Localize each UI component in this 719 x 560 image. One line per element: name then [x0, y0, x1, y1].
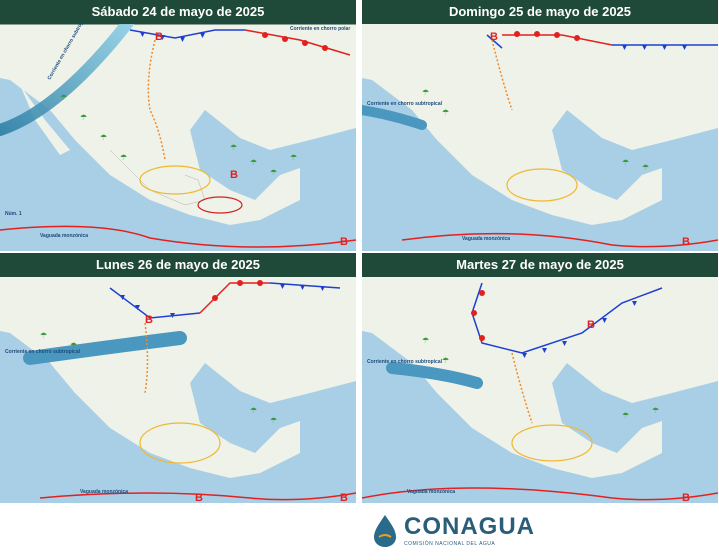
- panel-title: Domingo 25 de mayo de 2025: [362, 0, 718, 24]
- footer: [0, 503, 719, 560]
- svg-text:☂: ☂: [422, 336, 429, 345]
- conagua-drop-logo: [374, 515, 396, 547]
- svg-text:☂: ☂: [100, 133, 107, 142]
- svg-text:☂: ☂: [230, 143, 237, 152]
- map-panel-saturday: ☂ ☂ ☂ ☂ ☂ ☂ ☂ ☂ B B B Vaguada monzónica Núm. 1…: [0, 0, 356, 251]
- logo-text: CONAGUA: [404, 513, 535, 540]
- panel-title: Sábado 24 de mayo de 2025: [0, 0, 356, 24]
- svg-text:☂: ☂: [40, 331, 47, 340]
- svg-text:☂: ☂: [290, 153, 297, 162]
- svg-text:☂: ☂: [250, 406, 257, 415]
- svg-text:☂: ☂: [80, 113, 87, 122]
- low-pressure-label: B: [145, 314, 153, 326]
- svg-text:☂: ☂: [422, 88, 429, 97]
- trough-label: Vaguada monzónica: [462, 236, 510, 242]
- cold-front: [129, 29, 245, 39]
- low-pressure-label: B: [195, 492, 203, 504]
- svg-text:☂: ☂: [442, 356, 449, 365]
- trough-label: Vaguada monzónica: [40, 233, 88, 239]
- jet-label: Corriente en chorro subtropical: [367, 359, 443, 365]
- logo-subtitle: COMISIÓN NACIONAL DEL AGUA: [404, 541, 496, 547]
- weather-map: ☂ ☂ ☂ ☂ ☂ ☂ ☂ ☂ B B B Vaguada monzónica Núm. 1…: [0, 0, 356, 251]
- low-pressure-label: B: [587, 319, 595, 331]
- map-panel-monday: ☂ ☂ ☂ ☂ B B B Vaguada monzónica Corriente e…: [0, 253, 356, 504]
- svg-text:☂: ☂: [652, 406, 659, 415]
- svg-text:☂: ☂: [642, 163, 649, 172]
- svg-text:☂: ☂: [70, 341, 77, 350]
- low-pressure-label: B: [340, 492, 348, 504]
- map-panel-tuesday: ☂ ☂ ☂ ☂ B B Vaguada monzónica Corriente en …: [362, 253, 718, 504]
- svg-text:☂: ☂: [442, 108, 449, 117]
- svg-text:☂: ☂: [270, 168, 277, 177]
- svg-text:☂: ☂: [250, 158, 257, 167]
- weather-map: ☂ ☂ ☂ ☂ B B Vaguada monzónica Corriente en …: [362, 0, 718, 251]
- jet-stream-arrow: [386, 362, 483, 389]
- svg-text:☂: ☂: [622, 411, 629, 420]
- low-pressure-label: B: [155, 31, 163, 43]
- low-pressure-label: B: [230, 169, 238, 181]
- rain-icons: ☂ ☂ ☂ ☂ ☂ ☂ ☂ ☂: [60, 93, 297, 177]
- panel-title: Martes 27 de mayo de 2025: [362, 253, 718, 277]
- low-pressure-label: B: [340, 236, 348, 248]
- rain-area: [139, 165, 211, 195]
- jet-label: Corriente en chorro subtropical: [367, 101, 443, 107]
- low-pressure-label: B: [490, 31, 498, 43]
- svg-text:☂: ☂: [270, 416, 277, 425]
- jet-stream-arrow: [362, 105, 427, 130]
- number-label: Núm. 1: [5, 211, 22, 217]
- weather-map: ☂☂☂☂ B B Vaguada monzónica Corriente en …: [362, 253, 718, 504]
- cold-front-triangles: [140, 32, 205, 42]
- map-panel-sunday: ☂ ☂ ☂ ☂ B B Vaguada monzónica Corriente en …: [362, 0, 718, 251]
- jet-label: Corriente en chorro subtropical: [5, 349, 81, 355]
- svg-text:☂: ☂: [622, 158, 629, 167]
- svg-text:☂: ☂: [60, 93, 67, 102]
- low-pressure-label: B: [682, 236, 690, 248]
- trough-line: [147, 39, 166, 161]
- trough-label: Vaguada monzónica: [407, 489, 455, 495]
- jet-stream-arrow: [23, 331, 187, 365]
- jet-stream-arrow: [0, 14, 136, 136]
- weather-map: ☂ ☂ ☂ ☂ B B B Vaguada monzónica Corriente e…: [0, 253, 356, 504]
- trough-label: Vaguada monzónica: [80, 489, 128, 495]
- panel-title: Lunes 26 de mayo de 2025: [0, 253, 356, 277]
- svg-text:☂: ☂: [120, 153, 127, 162]
- jet-label: Corriente en chorro polar: [290, 26, 350, 32]
